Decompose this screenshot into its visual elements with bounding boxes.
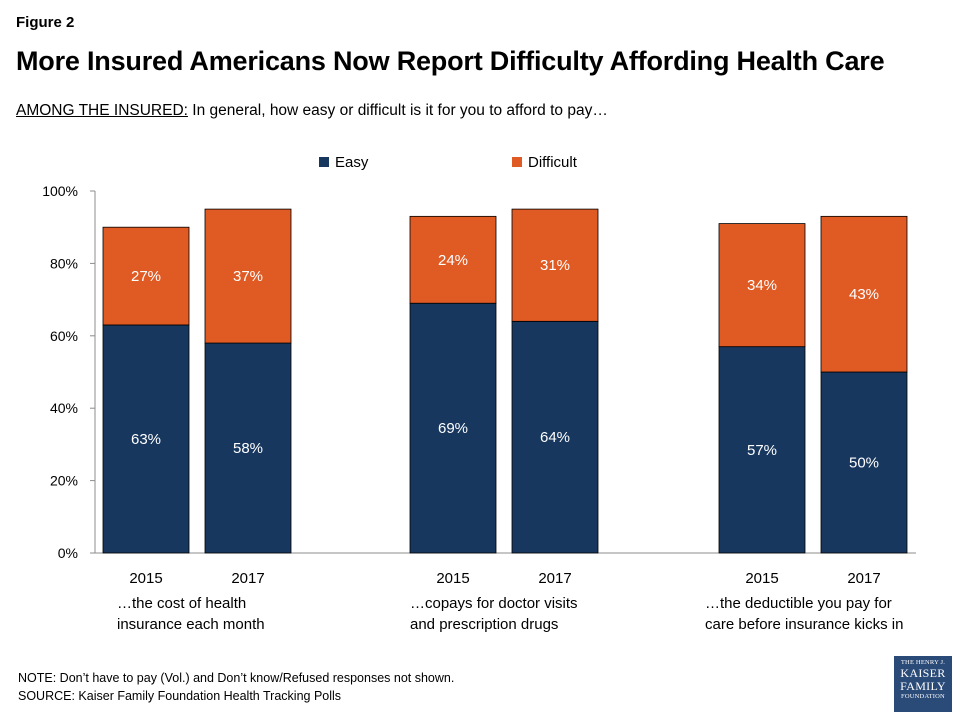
y-tick-label: 80%	[50, 255, 78, 271]
legend-swatch-difficult	[512, 157, 522, 167]
bar-difficult	[102, 226, 190, 326]
data-label-easy: 57%	[747, 442, 777, 459]
y-tick-label: 60%	[50, 328, 78, 344]
y-tick-label: 40%	[50, 400, 78, 416]
legend-swatch-easy	[319, 157, 329, 167]
category-label: insurance each month	[117, 616, 265, 633]
x-tick-label-year: 2015	[129, 570, 162, 587]
bar-easy	[409, 302, 497, 554]
bar-difficult	[820, 215, 908, 373]
y-tick-label: 0%	[58, 545, 78, 561]
x-tick-label-year: 2015	[436, 570, 469, 587]
chart-title: More Insured Americans Now Report Diffic…	[16, 46, 885, 76]
note-text: NOTE: Don’t have to pay (Vol.) and Don’t…	[18, 671, 455, 685]
logo-line-1: THE HENRY J.	[900, 659, 946, 666]
y-tick-label: 100%	[42, 183, 78, 199]
bar-easy	[718, 346, 806, 554]
bar-difficult	[409, 215, 497, 304]
category-label: …the cost of health	[117, 595, 246, 612]
y-tick-label: 20%	[50, 473, 78, 489]
category-label: …the deductible you pay for	[705, 595, 892, 612]
data-label-easy: 50%	[849, 455, 879, 472]
bar-easy	[102, 324, 190, 554]
data-label-difficult: 43%	[849, 286, 879, 303]
data-label-difficult: 31%	[540, 257, 570, 274]
figure-label: Figure 2	[16, 14, 75, 31]
category-label: …copays for doctor visits	[410, 595, 578, 612]
data-label-difficult: 34%	[747, 277, 777, 294]
subtitle-question: In general, how easy or difficult is it …	[187, 102, 608, 119]
stacked-bar-chart: 0% 20% 40% 60% 80% 100% Easy Difficult 63% 27% 201…	[42, 154, 916, 633]
bar-easy	[511, 320, 599, 554]
logo-line-2: KAISER	[900, 666, 946, 680]
logo-line-3: FAMILY	[900, 679, 946, 693]
legend-label-difficult: Difficult	[528, 154, 578, 171]
x-tick-label-year: 2015	[745, 570, 778, 587]
legend-label-easy: Easy	[335, 154, 369, 171]
bar-difficult	[511, 208, 599, 322]
source-text: SOURCE: Kaiser Family Foundation Health …	[18, 689, 342, 703]
data-label-easy: 69%	[438, 420, 468, 437]
bar-difficult	[204, 208, 292, 344]
bar-easy	[204, 342, 292, 554]
bar-easy	[820, 371, 908, 554]
bar-difficult	[718, 223, 806, 348]
data-label-easy: 58%	[233, 440, 263, 457]
logo-line-4: FOUNDATION	[901, 693, 945, 700]
data-label-easy: 63%	[131, 431, 161, 448]
category-label: and prescription drugs	[410, 616, 558, 633]
x-tick-label-year: 2017	[231, 570, 264, 587]
kff-logo: THE HENRY J. KAISER FAMILY FOUNDATION	[894, 656, 952, 712]
footnote: NOTE: Don’t have to pay (Vol.) and Don’t…	[18, 669, 454, 705]
data-label-difficult: 24%	[438, 252, 468, 269]
data-label-difficult: 37%	[233, 268, 263, 285]
chart-subtitle: AMONG THE INSURED: In general, how easy …	[16, 102, 608, 120]
x-tick-label-year: 2017	[847, 570, 880, 587]
subtitle-lead: AMONG THE INSURED:	[16, 102, 188, 119]
category-label: care before insurance kicks in	[705, 616, 903, 633]
data-label-difficult: 27%	[131, 268, 161, 285]
data-label-easy: 64%	[540, 429, 570, 446]
x-tick-label-year: 2017	[538, 570, 571, 587]
